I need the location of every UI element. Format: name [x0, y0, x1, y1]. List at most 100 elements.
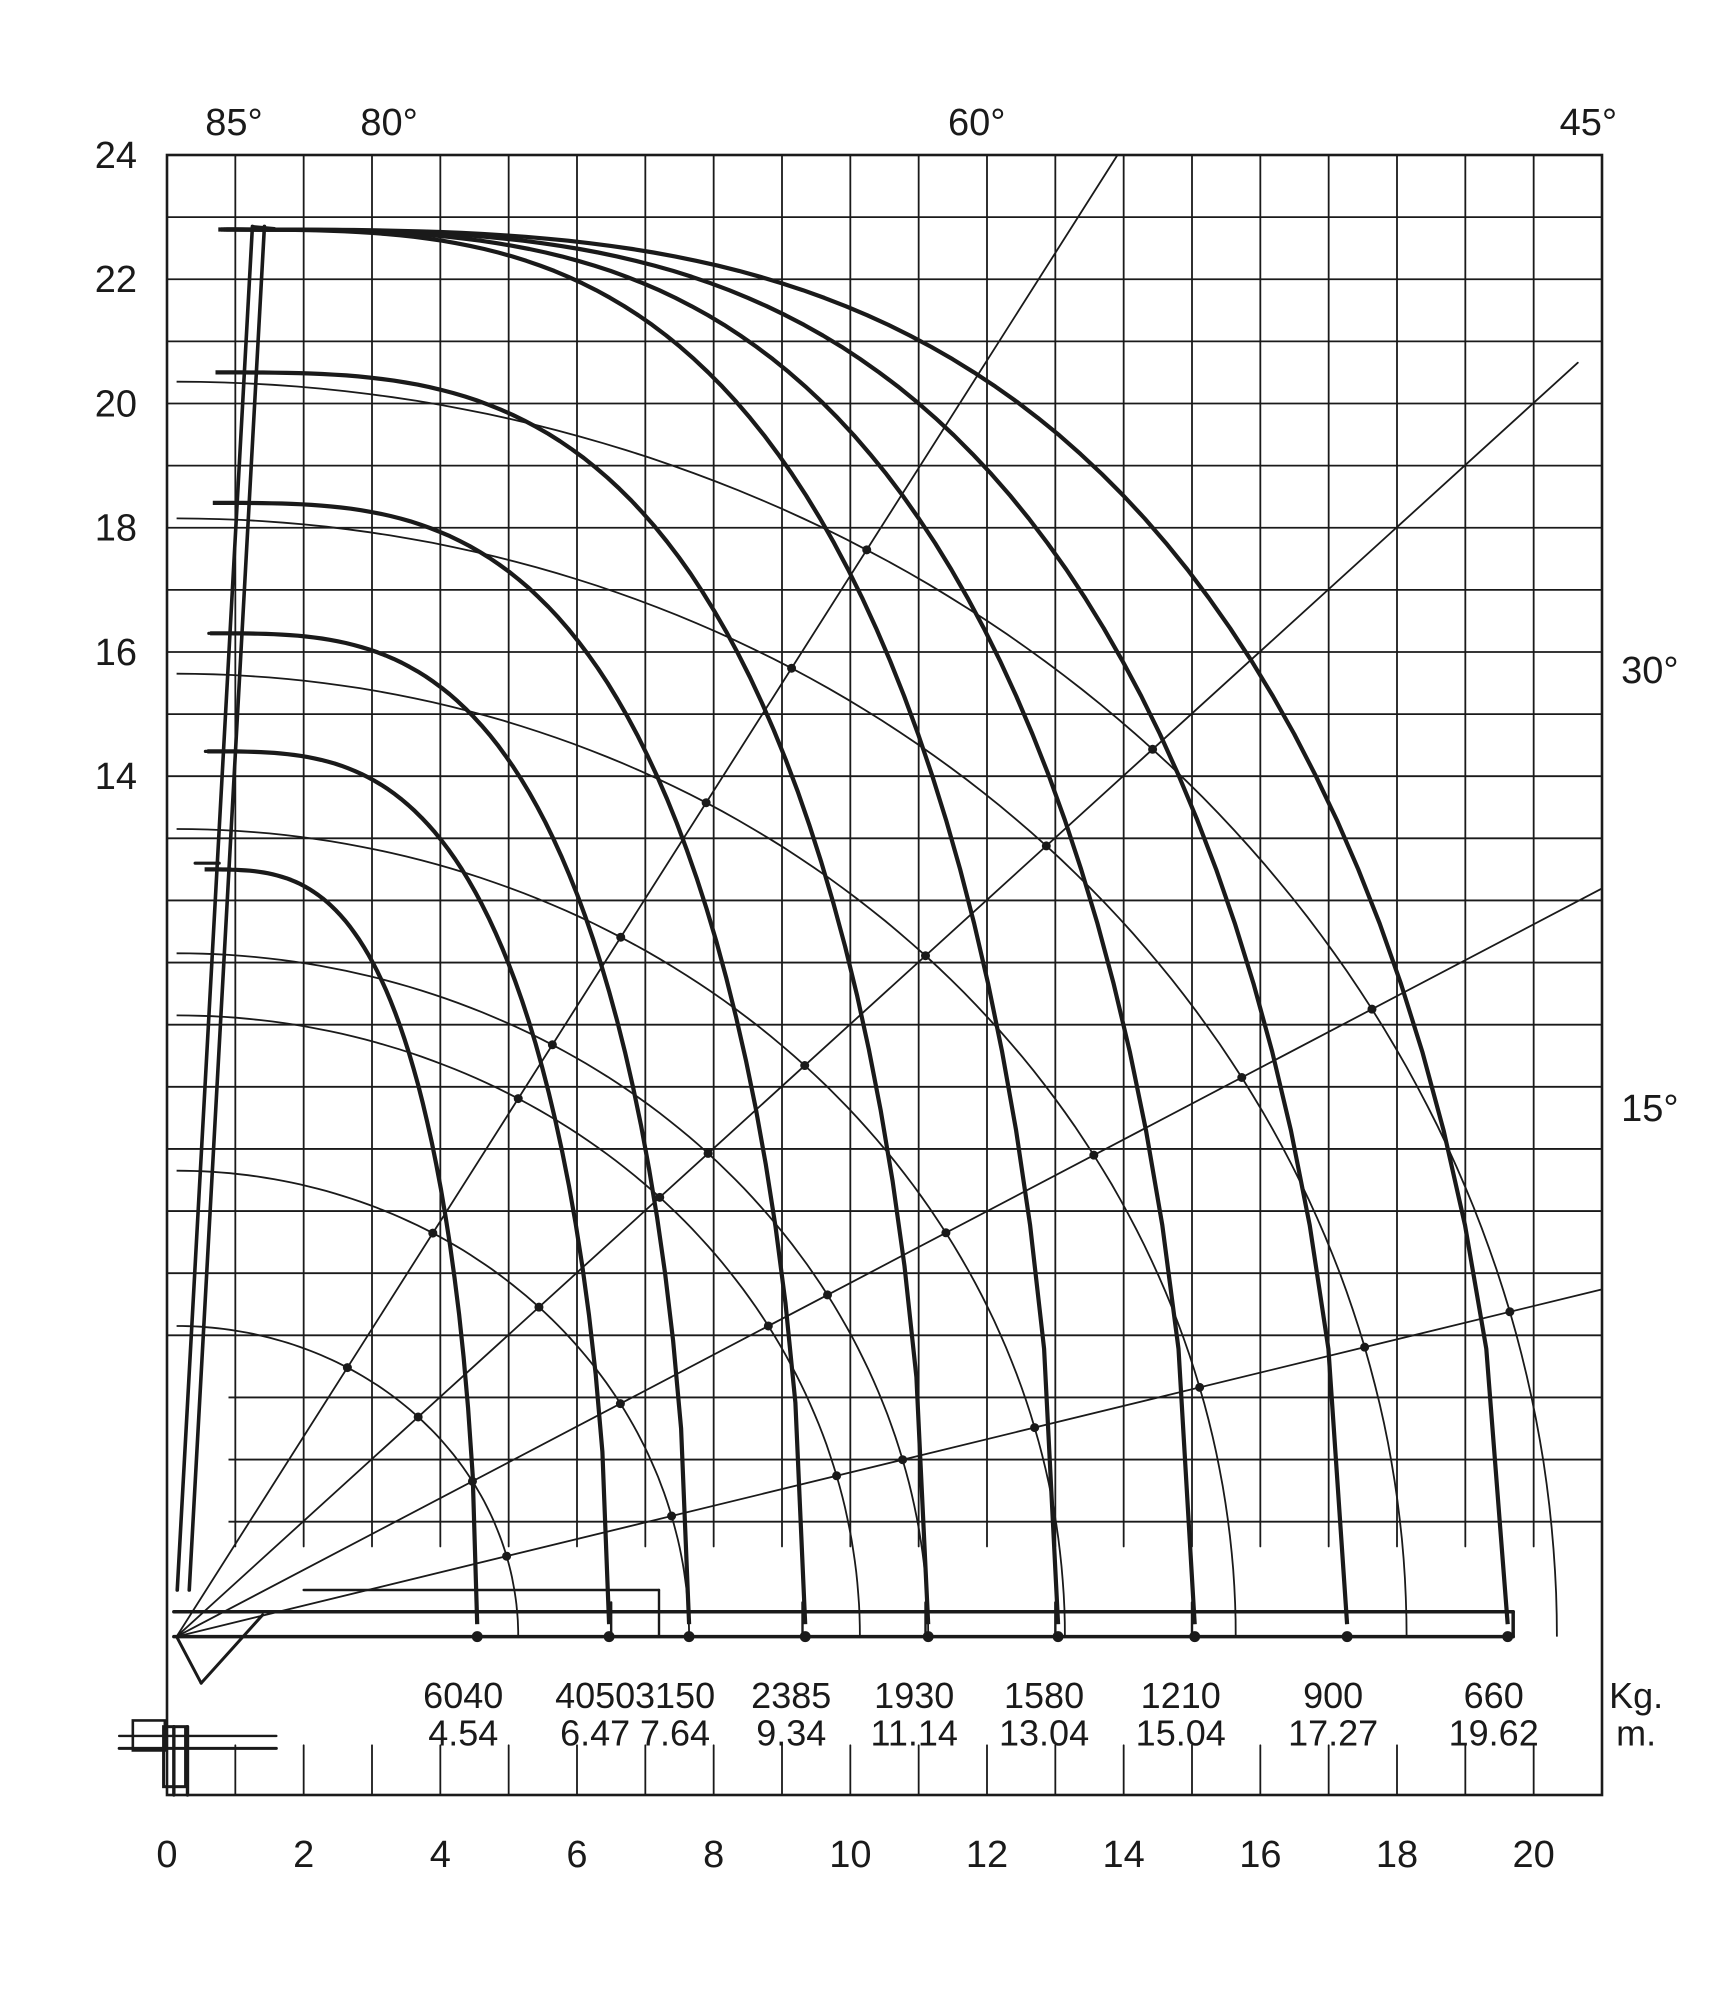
- intersection-dot: [1089, 1150, 1099, 1160]
- reach-unit: m.: [1616, 1712, 1656, 1753]
- intersection-dot: [1030, 1423, 1040, 1433]
- load-value: 660: [1464, 1675, 1524, 1716]
- intersection-dot: [703, 1148, 713, 1158]
- load-envelope: [207, 749, 612, 1625]
- load-value: 6040: [423, 1675, 503, 1716]
- intersection-dot: [534, 1302, 544, 1312]
- load-unit: Kg.: [1609, 1675, 1663, 1716]
- reach-point: [1189, 1631, 1201, 1643]
- plot-frame: [165, 153, 1604, 1797]
- intersection-dot: [342, 1363, 352, 1373]
- load-value: 1930: [874, 1675, 954, 1716]
- angle-rays: [175, 154, 1603, 1638]
- crane-link: [199, 1613, 265, 1685]
- y-tick-label: 14: [95, 756, 137, 798]
- intersection-dot: [547, 1040, 557, 1050]
- boom-raised-right: [187, 224, 267, 1592]
- x-tick-label: 8: [703, 1834, 724, 1876]
- intersection-dot: [655, 1192, 665, 1202]
- reach-point: [683, 1631, 695, 1643]
- angle-ray-60: [175, 154, 1119, 1638]
- reach-value: 4.54: [428, 1712, 498, 1753]
- reach-point: [471, 1631, 483, 1643]
- load-value: 4050: [555, 1675, 635, 1716]
- load-envelope: [218, 227, 1061, 1625]
- x-tick-label: 0: [156, 1834, 177, 1876]
- angle-ray-15: [175, 1288, 1603, 1638]
- load-value: 1210: [1141, 1675, 1221, 1716]
- intersection-dot: [823, 1290, 833, 1300]
- reach-value: 6.47: [560, 1712, 630, 1753]
- x-tick-label: 10: [829, 1834, 871, 1876]
- reach-point: [799, 1631, 811, 1643]
- load-envelope: [223, 227, 1350, 1625]
- x-tick-label: 18: [1376, 1834, 1418, 1876]
- load-envelope: [210, 631, 692, 1625]
- intersection-dot: [667, 1511, 677, 1521]
- y-tick-label: 20: [95, 383, 137, 425]
- intersection-dot: [428, 1228, 438, 1238]
- intersection-dot: [898, 1455, 908, 1465]
- intersection-dot: [862, 545, 872, 555]
- reach-value: 13.04: [999, 1712, 1089, 1753]
- intersection-dot: [616, 932, 626, 942]
- intersection-dot: [1360, 1342, 1370, 1352]
- angle-ray-30: [175, 887, 1603, 1638]
- reach-value: 11.14: [871, 1712, 958, 1753]
- reach-point: [1341, 1631, 1353, 1643]
- intersection-dot: [1195, 1382, 1205, 1392]
- x-tick-label: 4: [430, 1834, 451, 1876]
- x-tick-label: 6: [566, 1834, 587, 1876]
- reach-point: [603, 1631, 615, 1643]
- load-envelope: [204, 867, 480, 1625]
- intersection-dot: [502, 1551, 512, 1561]
- intersection-dot: [763, 1321, 773, 1331]
- intersection-dot: [1148, 744, 1158, 754]
- reach-point: [1052, 1631, 1064, 1643]
- reach-point: [922, 1631, 934, 1643]
- y-tick-label: 18: [95, 508, 137, 550]
- intersection-dot: [1367, 1004, 1377, 1014]
- load-value: 2385: [751, 1675, 831, 1716]
- reach-value: 7.64: [640, 1712, 710, 1753]
- angle-label: 15°: [1621, 1088, 1678, 1130]
- angle-ray-45: [175, 361, 1579, 1638]
- angle-label: 60°: [948, 102, 1005, 144]
- grid: [165, 153, 1604, 1797]
- x-tick-label: 2: [293, 1834, 314, 1876]
- y-tick-label: 16: [95, 632, 137, 674]
- intersection-dot: [787, 663, 797, 673]
- reach-point: [1502, 1631, 1514, 1643]
- load-value: 900: [1303, 1675, 1363, 1716]
- reach-value: 19.62: [1449, 1712, 1539, 1753]
- reach-value: 9.34: [756, 1712, 826, 1753]
- intersection-dot: [1237, 1073, 1247, 1082]
- boom-raised-left: [175, 224, 255, 1592]
- x-tick-label: 14: [1103, 1834, 1145, 1876]
- intersection-dot: [615, 1399, 625, 1409]
- intersection-dot: [832, 1471, 842, 1481]
- load-envelope: [226, 227, 1510, 1625]
- load-envelopes: [204, 227, 1514, 1643]
- angle-label: 45°: [1560, 102, 1617, 144]
- x-tick-label: 12: [966, 1834, 1008, 1876]
- angle-label: 30°: [1621, 650, 1678, 692]
- y-tick-label: 22: [95, 259, 137, 301]
- x-tick-label: 16: [1239, 1834, 1281, 1876]
- intersection-dot: [921, 951, 931, 961]
- load-value: 1580: [1004, 1675, 1084, 1716]
- crane-silhouette: [117, 224, 1515, 1797]
- x-tick-label: 20: [1513, 1834, 1555, 1876]
- intersection-dot: [413, 1412, 423, 1422]
- intersection-dot: [1041, 841, 1051, 851]
- angle-label: 80°: [360, 102, 417, 144]
- intersection-dot: [1505, 1307, 1515, 1317]
- intersection-dot: [513, 1094, 523, 1104]
- angle-label: 85°: [205, 102, 262, 144]
- reach-value: 15.04: [1136, 1712, 1226, 1753]
- load-envelope: [212, 500, 808, 1625]
- intersection-dot: [800, 1061, 810, 1071]
- crane-link: [175, 1635, 203, 1685]
